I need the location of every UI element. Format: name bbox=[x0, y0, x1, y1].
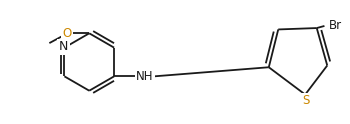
Text: O: O bbox=[62, 27, 71, 40]
Text: NH: NH bbox=[136, 70, 154, 83]
Text: N: N bbox=[59, 40, 68, 53]
Text: S: S bbox=[302, 94, 310, 107]
Text: Br: Br bbox=[329, 19, 342, 32]
